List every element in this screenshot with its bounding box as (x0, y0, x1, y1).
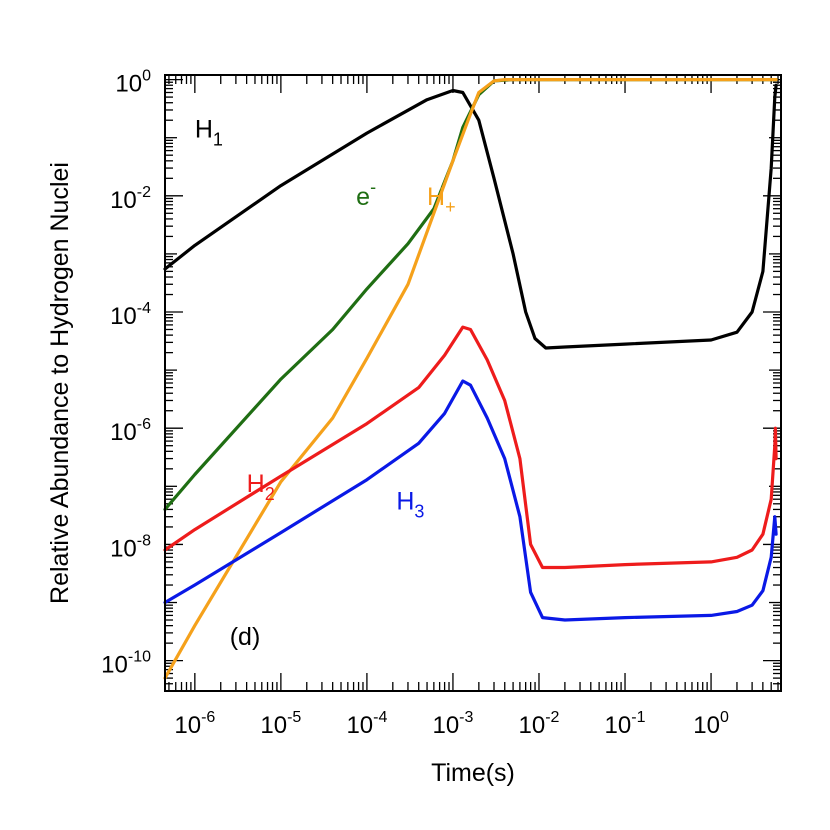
series-label-H+: H+ (427, 183, 456, 217)
x-tick-label-5: 10-1 (605, 709, 646, 739)
x-tick-label-3: 10-3 (432, 709, 473, 739)
y-tick-label-3: 10-6 (110, 416, 151, 446)
y-axis-title: Relative Abundance to Hydrogen Nuclei (46, 162, 74, 604)
y-tick-label-1: 10-2 (110, 184, 151, 214)
x-tick-labels: 10-6 10-5 10-4 10-3 10-2 10-1 100 (174, 709, 729, 739)
series-labels: H1 e- H+ H2 H3 (195, 116, 456, 522)
x-tick-label-4: 10-2 (519, 709, 560, 739)
series-label-H1: H1 (195, 116, 223, 150)
series-label-H2: H2 (247, 470, 275, 504)
y-tick-label-0: 100 (115, 68, 151, 98)
series-label-H3: H3 (396, 487, 424, 521)
panel-label: (d) (230, 623, 261, 651)
x-tick-label-0: 10-6 (174, 709, 215, 739)
plot-frame (164, 74, 782, 692)
series-line-H+ (163, 78, 778, 680)
x-axis-title: Time(s) (431, 759, 515, 787)
series-line-H1 (163, 83, 778, 350)
series-line-H3 (163, 379, 778, 622)
y-tick-labels: 100 10-2 10-4 10-6 10-8 10-10 (101, 68, 151, 679)
axis-ticks (165, 75, 781, 692)
series-line-e- (163, 78, 778, 511)
x-tick-label-2: 10-4 (346, 709, 387, 739)
series-label-e-: e- (356, 177, 376, 211)
x-tick-label-6: 100 (693, 709, 729, 739)
y-tick-label-5: 10-10 (101, 649, 151, 679)
x-tick-label-1: 10-5 (260, 709, 301, 739)
series-lines (163, 78, 778, 680)
series-line-H2 (163, 325, 778, 570)
y-tick-label-4: 10-8 (110, 532, 151, 562)
y-tick-label-2: 10-4 (110, 300, 151, 330)
